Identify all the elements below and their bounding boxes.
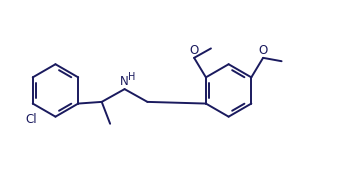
- Text: N: N: [120, 75, 129, 88]
- Text: H: H: [128, 72, 136, 82]
- Text: Cl: Cl: [25, 113, 37, 126]
- Text: O: O: [190, 44, 199, 57]
- Text: O: O: [258, 44, 268, 57]
